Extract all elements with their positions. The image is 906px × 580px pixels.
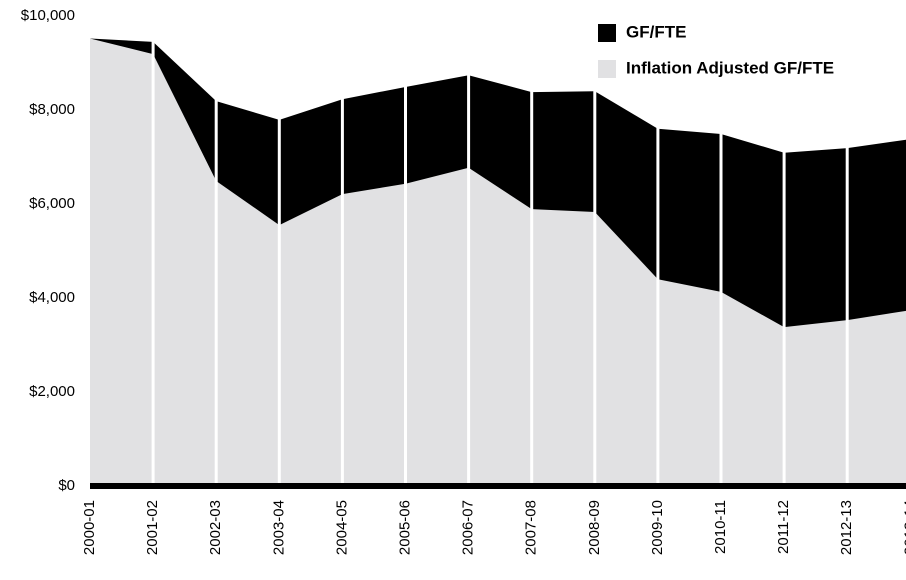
y-tick-label: $4,000 <box>29 289 75 306</box>
legend-label: Inflation Adjusted GF/FTE <box>626 58 834 77</box>
y-tick-label: $8,000 <box>29 101 75 118</box>
x-tick-label: 2003-04 <box>270 500 287 555</box>
x-tick-label: 2012-13 <box>838 500 855 555</box>
x-tick-label: 2013-14 <box>901 500 906 555</box>
x-tick-label: 2001-02 <box>144 500 161 555</box>
y-tick-label: $6,000 <box>29 195 75 212</box>
x-tick-label: 2009-10 <box>649 500 666 555</box>
y-tick-label: $2,000 <box>29 383 75 400</box>
x-tick-label: 2005-06 <box>396 500 413 555</box>
x-tick-label: 2010-11 <box>712 500 729 554</box>
x-tick-label: 2004-05 <box>333 500 350 555</box>
x-tick-label: 2007-08 <box>523 500 540 555</box>
legend-swatch <box>598 24 616 42</box>
y-tick-label: $10,000 <box>21 7 75 24</box>
legend-label: GF/FTE <box>626 22 686 41</box>
x-tick-label: 2002-03 <box>207 500 224 555</box>
area <box>90 38 906 486</box>
x-tick-label: 2008-09 <box>586 500 603 555</box>
y-tick-label: $0 <box>58 477 75 494</box>
x-tick-label: 2011-12 <box>775 500 792 554</box>
legend-swatch <box>598 60 616 78</box>
x-tick-label: 2006-07 <box>460 500 477 555</box>
x-tick-label: 2000-01 <box>81 500 98 555</box>
